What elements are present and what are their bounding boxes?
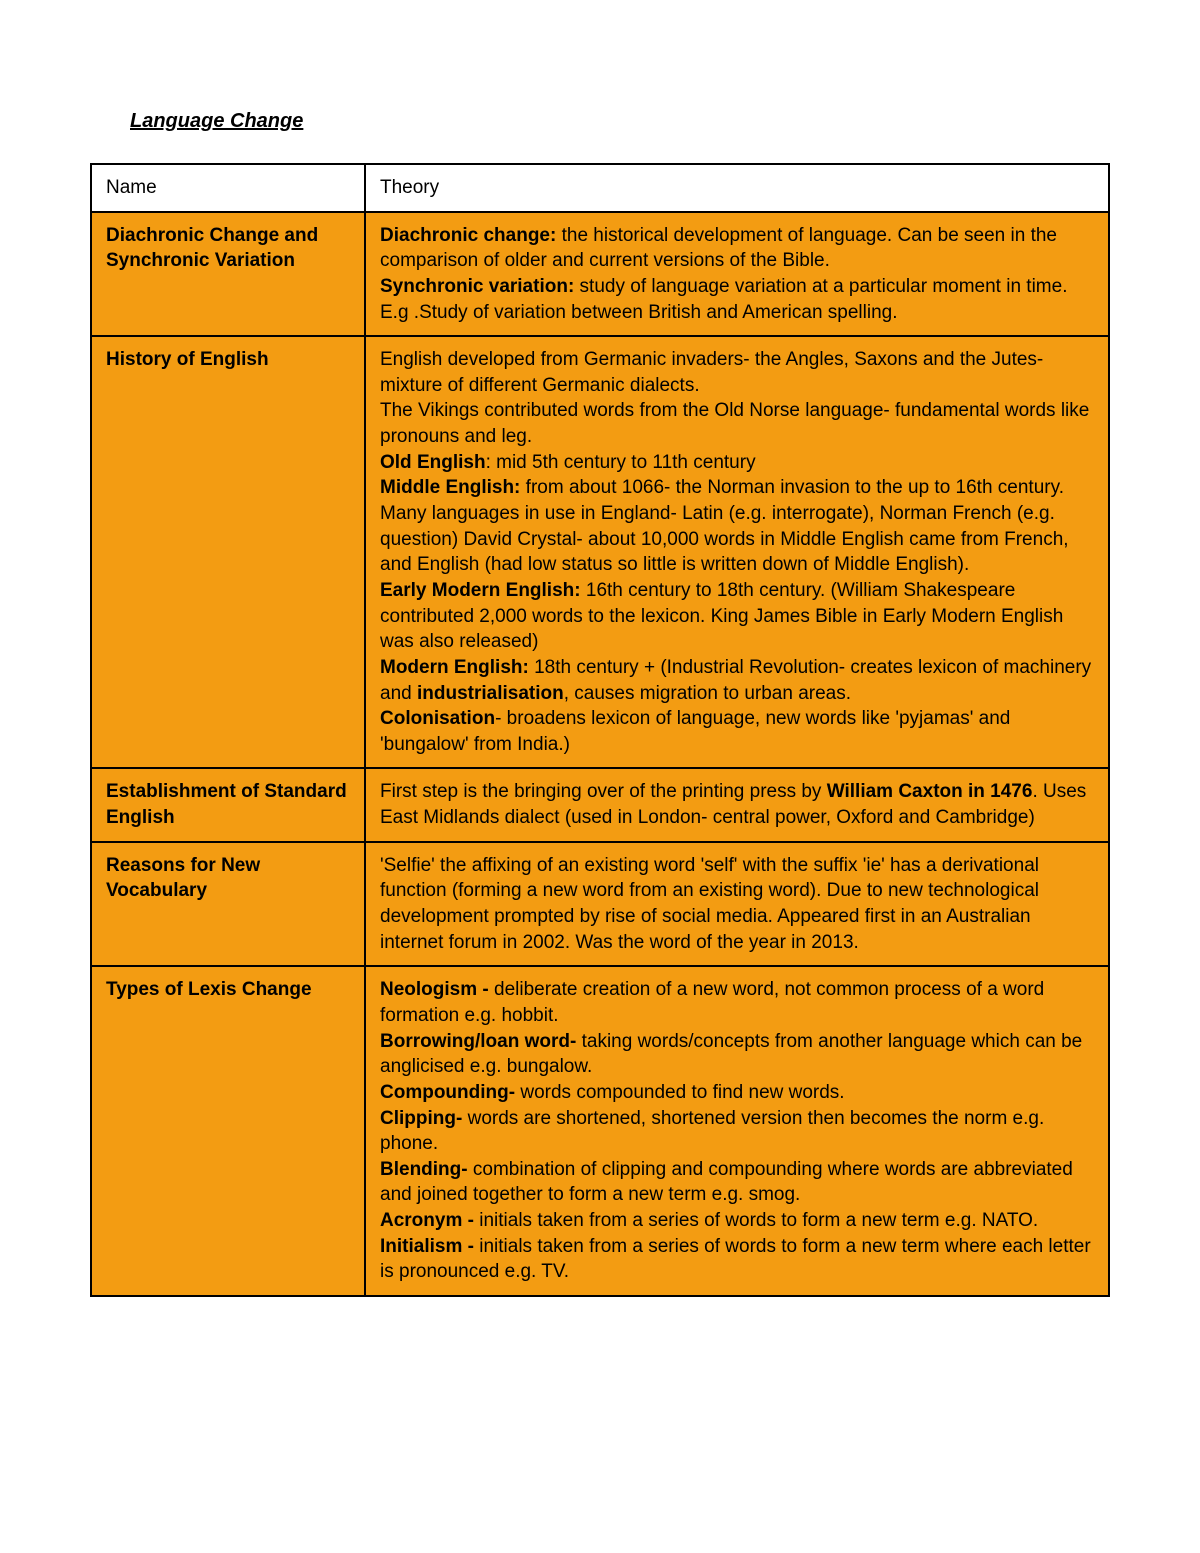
table-body: Diachronic Change and Synchronic Variati… xyxy=(91,212,1109,1296)
row-theory: 'Selfie' the affixing of an existing wor… xyxy=(365,842,1109,967)
bold-term: Colonisation xyxy=(380,708,495,729)
bold-term: Neologism - xyxy=(380,979,489,1000)
row-name: Establishment of Standard English xyxy=(91,768,365,841)
table-row: Reasons for New Vocabulary'Selfie' the a… xyxy=(91,842,1109,967)
bold-term: Acronym - xyxy=(380,1210,474,1231)
bold-term: Compounding- xyxy=(380,1082,515,1103)
row-name: History of English xyxy=(91,336,365,768)
table-row: Diachronic Change and Synchronic Variati… xyxy=(91,212,1109,337)
bold-term: Clipping- xyxy=(380,1108,462,1129)
document-page: Language Change Name Theory Diachronic C… xyxy=(0,0,1200,1553)
page-title: Language Change xyxy=(130,110,1110,133)
table-header-row: Name Theory xyxy=(91,164,1109,212)
bold-term: Blending- xyxy=(380,1159,468,1180)
row-name: Diachronic Change and Synchronic Variati… xyxy=(91,212,365,337)
col-header-theory: Theory xyxy=(365,164,1109,212)
bold-term: Middle English: xyxy=(380,477,520,498)
bold-term: Synchronic variation: xyxy=(380,276,574,297)
row-theory: English developed from Germanic invaders… xyxy=(365,336,1109,768)
row-theory: Diachronic change: the historical develo… xyxy=(365,212,1109,337)
table-row: History of EnglishEnglish developed from… xyxy=(91,336,1109,768)
bold-term: Early Modern English: xyxy=(380,580,581,601)
table-row: Types of Lexis ChangeNeologism - deliber… xyxy=(91,966,1109,1296)
bold-term: William Caxton in 1476 xyxy=(827,781,1033,802)
row-theory: First step is the bringing over of the p… xyxy=(365,768,1109,841)
bold-term: Diachronic change: xyxy=(380,225,556,246)
table-row: Establishment of Standard EnglishFirst s… xyxy=(91,768,1109,841)
row-name: Reasons for New Vocabulary xyxy=(91,842,365,967)
content-table: Name Theory Diachronic Change and Synchr… xyxy=(90,163,1110,1297)
bold-term: Old English xyxy=(380,452,486,473)
bold-term: industrialisation xyxy=(417,683,564,704)
bold-term: Borrowing/loan word- xyxy=(380,1031,576,1052)
bold-term: Modern English: xyxy=(380,657,529,678)
row-name: Types of Lexis Change xyxy=(91,966,365,1296)
bold-term: Initialism - xyxy=(380,1236,474,1257)
row-theory: Neologism - deliberate creation of a new… xyxy=(365,966,1109,1296)
col-header-name: Name xyxy=(91,164,365,212)
